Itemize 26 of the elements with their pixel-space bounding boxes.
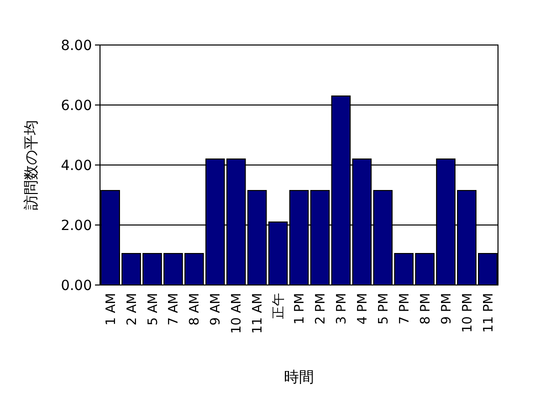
x-tick-label: 9 AM: [208, 293, 224, 326]
x-tick-label: 1 AM: [104, 293, 119, 326]
y-axis-title: 訪問数の平均: [22, 120, 40, 210]
x-tick-label: 7 AM: [166, 293, 182, 326]
y-tick-label: 2.00: [60, 218, 92, 234]
x-tick-label: 10 AM: [230, 293, 245, 334]
x-tick-label: 10 PM: [460, 293, 476, 333]
x-tick-label: 3 PM: [334, 293, 350, 324]
x-tick-label: 2 AM: [124, 293, 140, 326]
x-tick-label: 9 PM: [439, 293, 454, 324]
y-tick-label: 6.00: [60, 98, 92, 114]
y-tick-label: 0.00: [60, 278, 92, 294]
x-tick-label: 4 PM: [355, 293, 370, 324]
x-tick-label: 11 PM: [481, 293, 496, 333]
x-tick-label: 7 PM: [397, 293, 412, 324]
x-tick-label: 2 PM: [314, 293, 329, 324]
x-tick-label: 8 PM: [418, 293, 434, 324]
x-tick-label: 正午: [272, 293, 287, 319]
x-tick-label: 5 PM: [376, 293, 392, 324]
x-tick-label: 5 AM: [146, 293, 161, 326]
y-tick-label: 8.00: [60, 38, 92, 54]
x-axis-title: 時間: [284, 368, 314, 386]
y-tick-label: 4.00: [60, 158, 92, 174]
x-tick-label: 11 AM: [250, 293, 266, 334]
x-tick-label: 8 AM: [188, 293, 203, 326]
x-tick-label: 1 PM: [292, 293, 308, 324]
